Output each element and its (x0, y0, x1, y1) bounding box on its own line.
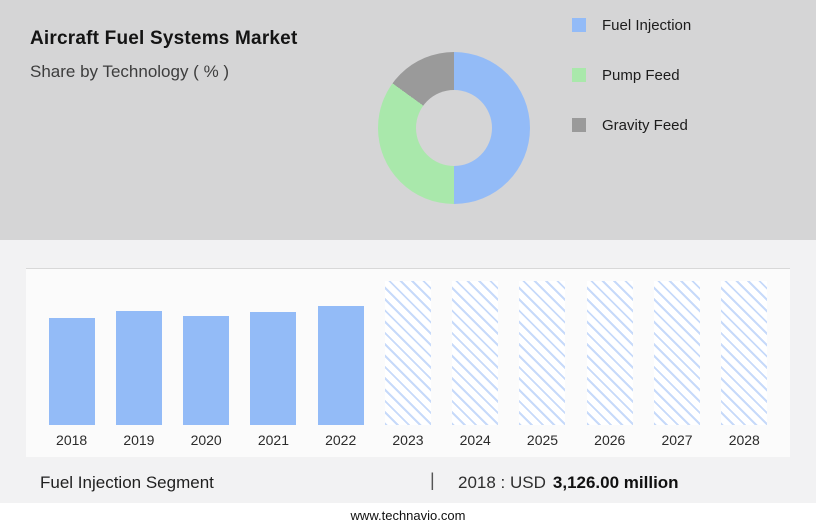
forecast-bar-2023 (384, 281, 431, 425)
page-title: Aircraft Fuel Systems Market (30, 28, 298, 49)
legend-item-gravity-feed: Gravity Feed (572, 114, 691, 136)
x-axis-label: 2024 (459, 432, 491, 448)
separator: | (430, 470, 435, 490)
donut-chart-wrap (378, 52, 530, 204)
forecast-bar-2027 (654, 281, 701, 425)
bar-2022 (317, 306, 364, 425)
bar-slot (643, 281, 710, 425)
x-axis-label: 2023 (392, 432, 424, 448)
site-footer: www.technavio.com (0, 503, 816, 528)
bar-chart-panel: 2018 2019 2020 2021 2022 2023 2024 2025 2026 2027… (26, 268, 790, 457)
value-bold: 3,126.00 million (552, 473, 679, 492)
bar-chart (38, 281, 778, 425)
segment-label: Fuel Injection Segment (40, 473, 214, 492)
forecast-bar-2026 (586, 281, 633, 425)
donut-legend: Fuel Injection Pump Feed Gravity Feed (572, 14, 691, 164)
forecast-bar-2024 (452, 281, 499, 425)
x-axis-label: 2021 (257, 432, 289, 448)
bar-slot (374, 281, 441, 425)
forecast-bar-2025 (519, 281, 566, 425)
x-axis: 2018 2019 2020 2021 2022 2023 2024 2025 2026 2027… (38, 425, 778, 457)
bar-2019 (115, 311, 162, 425)
bar-slot (711, 281, 778, 425)
bar-slot (173, 316, 240, 425)
legend-swatch-green (572, 68, 586, 82)
bar-slot (38, 318, 105, 425)
bar-2021 (250, 312, 297, 425)
value-prefix: 2018 : USD (458, 473, 546, 492)
bar-slot (307, 306, 374, 425)
x-axis-label: 2018 (56, 432, 88, 448)
bar-2018 (48, 318, 95, 425)
donut-hole (416, 90, 492, 166)
legend-label: Gravity Feed (602, 116, 688, 134)
footer-url-link[interactable]: www.technavio.com (350, 508, 466, 523)
legend-label: Pump Feed (602, 66, 680, 84)
x-axis-label: 2025 (526, 432, 559, 448)
bar-2020 (183, 316, 230, 425)
header-panel: Aircraft Fuel Systems Market Share by Te… (0, 0, 816, 240)
bar-slot (509, 281, 576, 425)
x-axis-label: 2022 (325, 432, 357, 448)
page-subtitle: Share by Technology ( % ) (30, 62, 230, 81)
title-block: Aircraft Fuel Systems Market Share by Te… (30, 28, 297, 82)
legend-label: Fuel Injection (602, 16, 692, 34)
bar-slot (576, 281, 643, 425)
legend-item-fuel-injection: Fuel Injection (572, 14, 691, 36)
x-axis-label: 2028 (728, 432, 760, 448)
x-axis-label: 2019 (123, 432, 155, 448)
legend-item-pump-feed: Pump Feed (572, 64, 691, 86)
bar-slot (240, 312, 307, 425)
x-axis-label: 2026 (594, 432, 626, 448)
legend-swatch-gray (572, 118, 586, 132)
forecast-bar-2028 (721, 281, 768, 425)
x-axis-label: 2020 (190, 432, 222, 448)
segment-value: 2018 : USD 3,126.00 million (458, 473, 679, 493)
bar-slot (442, 281, 509, 425)
legend-swatch-blue (572, 18, 586, 32)
bar-slot (105, 311, 172, 425)
footnote-row: Fuel Injection Segment | 2018 : USD 3,126… (0, 457, 816, 509)
x-axis-label: 2027 (661, 432, 693, 448)
